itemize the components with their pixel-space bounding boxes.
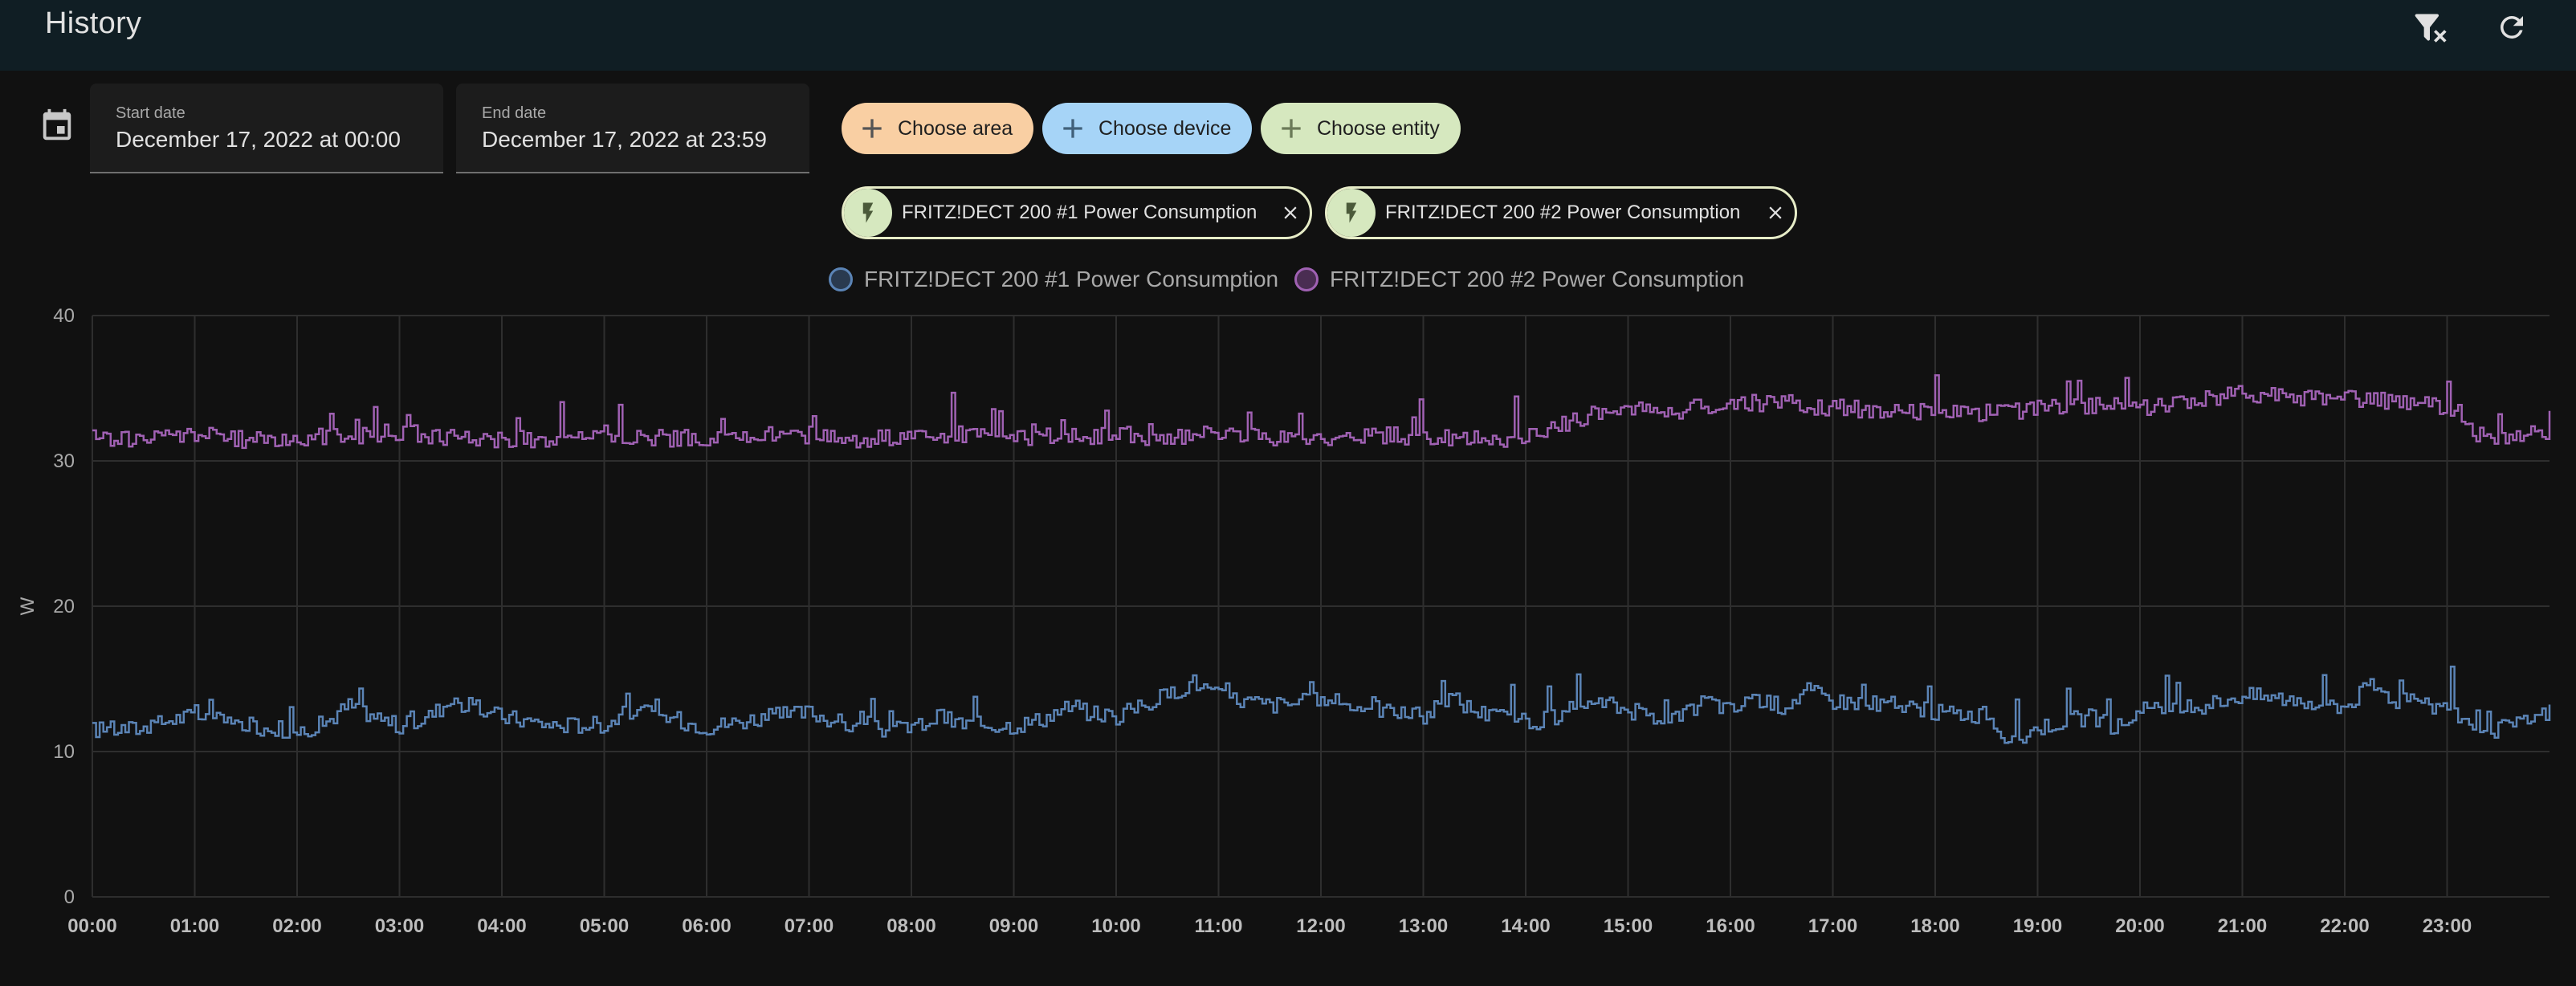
x-tick-label: 06:00 bbox=[682, 915, 731, 937]
start-date-label: Start date bbox=[116, 104, 185, 122]
legend-label: FRITZ!DECT 200 #1 Power Consumption bbox=[864, 267, 1279, 291]
x-tick-label: 09:00 bbox=[989, 915, 1038, 937]
selected-entity-chip: FRITZ!DECT 200 #1 Power Consumption bbox=[842, 186, 1312, 239]
series-line-2 bbox=[92, 374, 2551, 450]
filter-remove-icon[interactable] bbox=[2407, 5, 2452, 50]
choose-entity-button[interactable]: Choose entity bbox=[1261, 103, 1461, 154]
x-tick-label: 03:00 bbox=[375, 915, 424, 937]
top-app-bar: History bbox=[0, 0, 2576, 71]
x-tick-label: 21:00 bbox=[2218, 915, 2267, 937]
legend-label: FRITZ!DECT 200 #2 Power Consumption bbox=[1330, 267, 1745, 291]
choose-entity-label: Choose entity bbox=[1317, 116, 1440, 140]
x-tick-label: 11:00 bbox=[1194, 915, 1242, 937]
x-tick-label: 16:00 bbox=[1706, 915, 1755, 937]
remove-entity-close-icon[interactable] bbox=[1278, 200, 1303, 226]
plus-icon bbox=[862, 119, 882, 138]
remove-entity-close-icon[interactable] bbox=[1763, 200, 1788, 226]
selected-entity-label: FRITZ!DECT 200 #2 Power Consumption bbox=[1385, 202, 1741, 223]
x-tick-label: 14:00 bbox=[1501, 915, 1550, 937]
choose-area-button[interactable]: Choose area bbox=[842, 103, 1034, 154]
y-tick-label: 10 bbox=[53, 741, 75, 763]
choose-device-button[interactable]: Choose device bbox=[1042, 103, 1253, 154]
history-chart[interactable]: 0 10 20 30 40 00:00 01:00 02:00 03:00 04:00 05:00 0… bbox=[0, 297, 2576, 955]
plus-icon bbox=[1063, 119, 1082, 138]
x-tick-label: 08:00 bbox=[887, 915, 935, 937]
selected-entity-label: FRITZ!DECT 200 #1 Power Consumption bbox=[902, 202, 1257, 223]
x-tick-label: 05:00 bbox=[580, 915, 629, 937]
x-tick-label: 04:00 bbox=[477, 915, 526, 937]
x-tick-label: 23:00 bbox=[2423, 915, 2472, 937]
flash-icon bbox=[1327, 189, 1376, 237]
legend-item-series-2[interactable]: FRITZ!DECT 200 #2 Power Consumption bbox=[1294, 263, 1744, 295]
legend-item-series-1[interactable]: FRITZ!DECT 200 #1 Power Consumption bbox=[829, 263, 1278, 295]
start-date-value: December 17, 2022 at 00:00 bbox=[116, 127, 401, 152]
selected-entity-chip: FRITZ!DECT 200 #2 Power Consumption bbox=[1325, 186, 1797, 239]
x-tick-label: 17:00 bbox=[1808, 915, 1857, 937]
y-tick-label: 40 bbox=[53, 305, 75, 327]
x-tick-label: 13:00 bbox=[1399, 915, 1448, 937]
y-tick-label: 20 bbox=[53, 596, 75, 617]
x-tick-label: 22:00 bbox=[2320, 915, 2369, 937]
flash-icon bbox=[844, 189, 892, 237]
end-date-label: End date bbox=[482, 104, 547, 122]
x-tick-label: 10:00 bbox=[1091, 915, 1140, 937]
calendar-icon[interactable] bbox=[39, 108, 75, 145]
choose-area-label: Choose area bbox=[898, 116, 1013, 140]
refresh-icon[interactable] bbox=[2489, 5, 2534, 50]
x-tick-label: 18:00 bbox=[1910, 915, 1959, 937]
start-date-field[interactable]: Start date December 17, 2022 at 00:00 bbox=[90, 84, 443, 173]
x-tick-label: 19:00 bbox=[2013, 915, 2062, 937]
legend-swatch bbox=[829, 267, 853, 291]
x-tick-label: 07:00 bbox=[785, 915, 834, 937]
page-title: History bbox=[45, 6, 142, 40]
choose-device-label: Choose device bbox=[1098, 116, 1232, 140]
x-tick-label: 01:00 bbox=[170, 915, 219, 937]
legend-swatch bbox=[1294, 267, 1319, 291]
series-line-1 bbox=[92, 665, 2551, 744]
x-tick-label: 02:00 bbox=[272, 915, 321, 937]
y-tick-label: 0 bbox=[64, 886, 75, 908]
end-date-field[interactable]: End date December 17, 2022 at 23:59 bbox=[456, 84, 809, 173]
y-tick-label: 30 bbox=[53, 450, 75, 472]
plus-icon bbox=[1282, 119, 1301, 138]
end-date-value: December 17, 2022 at 23:59 bbox=[482, 127, 767, 152]
x-tick-label: 12:00 bbox=[1296, 915, 1345, 937]
x-tick-label: 15:00 bbox=[1604, 915, 1653, 937]
x-tick-label: 20:00 bbox=[2115, 915, 2164, 937]
x-tick-label: 00:00 bbox=[67, 915, 116, 937]
y-axis-label: W bbox=[17, 597, 39, 615]
